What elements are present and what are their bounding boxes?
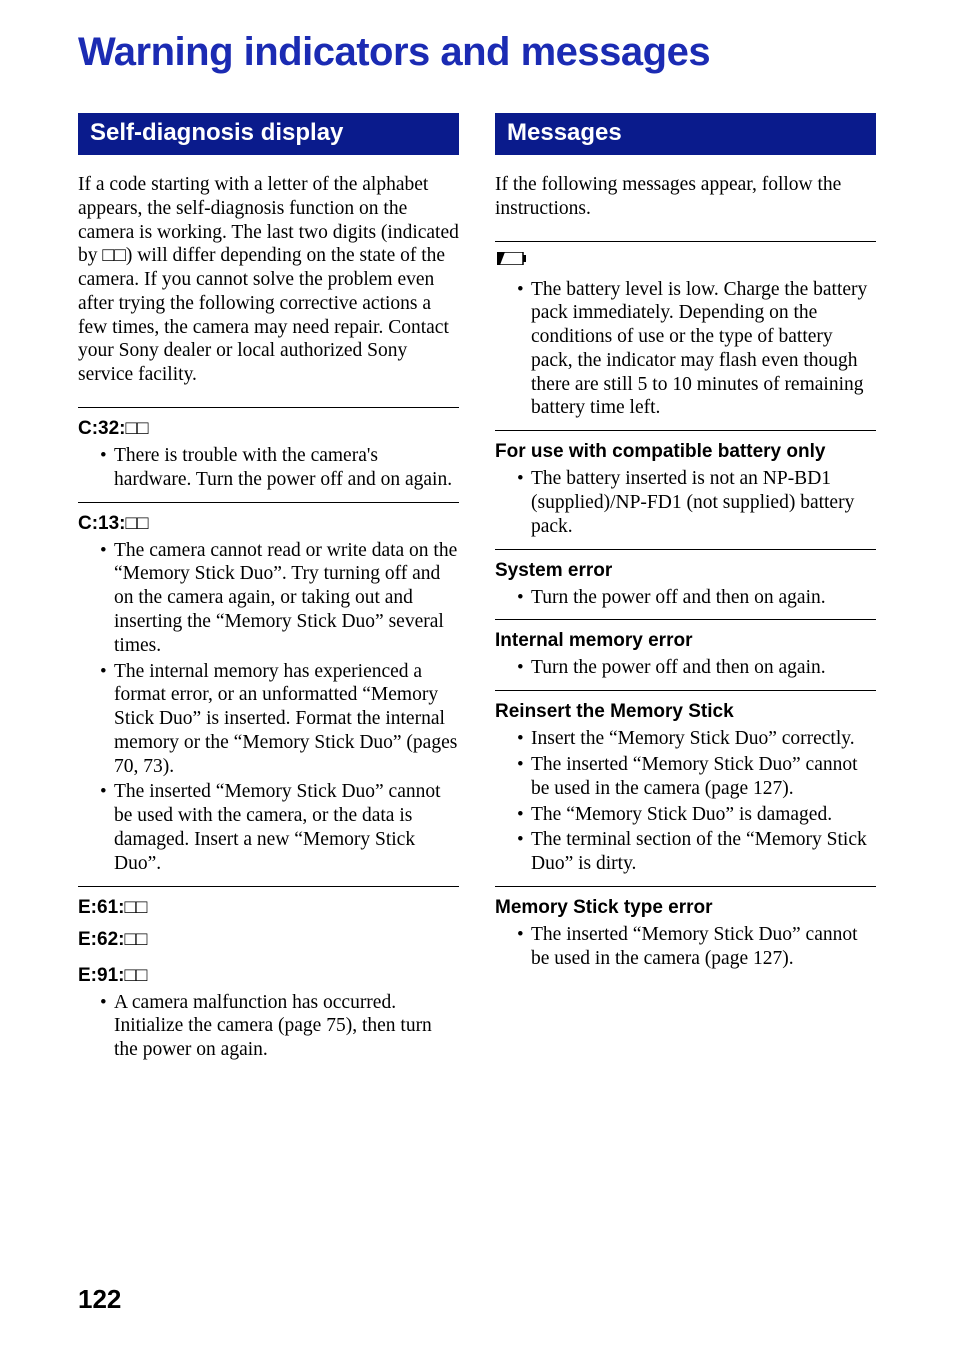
message-heading: For use with compatible battery only [495, 441, 876, 463]
section-header-self-diagnosis: Self-diagnosis display [78, 113, 459, 155]
page-number: 122 [78, 1284, 121, 1315]
code-items: There is trouble with the camera's hardw… [78, 444, 459, 492]
message-heading: System error [495, 560, 876, 582]
message-items: Turn the power off and then on again. [495, 656, 876, 680]
message-group-reinsert: Reinsert the Memory Stick Insert the “Me… [495, 690, 876, 876]
message-items: The battery level is low. Charge the bat… [495, 278, 876, 421]
self-diagnosis-intro: If a code starting with a letter of the … [78, 173, 459, 387]
page-title: Warning indicators and messages [78, 30, 876, 75]
code-items: The camera cannot read or write data on … [78, 539, 459, 876]
list-item: The terminal section of the “Memory Stic… [531, 828, 876, 876]
list-item: There is trouble with the camera's hardw… [114, 444, 459, 492]
message-group-compatible-battery: For use with compatible battery only The… [495, 430, 876, 538]
code-heading: E:62:□□ [78, 929, 459, 951]
list-item: Turn the power off and then on again. [531, 656, 876, 680]
list-item: The camera cannot read or write data on … [114, 539, 459, 658]
code-heading: C:32:□□ [78, 418, 459, 440]
list-item: The “Memory Stick Duo” is damaged. [531, 803, 876, 827]
code-heading: E:91:□□ [78, 965, 459, 987]
left-column: Self-diagnosis display If a code startin… [78, 113, 459, 1072]
message-items: Insert the “Memory Stick Duo” correctly.… [495, 727, 876, 876]
message-heading: Internal memory error [495, 630, 876, 652]
list-item: The battery level is low. Charge the bat… [531, 278, 876, 421]
message-items: The battery inserted is not an NP-BD1 (s… [495, 467, 876, 538]
code-group-c32: C:32:□□ There is trouble with the camera… [78, 407, 459, 492]
list-item: The inserted “Memory Stick Duo” cannot b… [531, 753, 876, 801]
messages-intro: If the following messages appear, follow… [495, 173, 876, 221]
right-column: Messages If the following messages appea… [495, 113, 876, 1072]
list-item: Turn the power off and then on again. [531, 586, 876, 610]
document-page: Warning indicators and messages Self-dia… [0, 0, 954, 1357]
list-item: Insert the “Memory Stick Duo” correctly. [531, 727, 876, 751]
message-heading: Memory Stick type error [495, 897, 876, 919]
message-group-battery: The battery level is low. Charge the bat… [495, 241, 876, 421]
message-items: Turn the power off and then on again. [495, 586, 876, 610]
code-heading: C:13:□□ [78, 513, 459, 535]
battery-low-icon [497, 252, 527, 265]
code-items: A camera malfunction has occurred. Initi… [78, 991, 459, 1062]
list-item: The inserted “Memory Stick Duo” cannot b… [114, 780, 459, 875]
list-item: The internal memory has experienced a fo… [114, 660, 459, 779]
section-header-messages: Messages [495, 113, 876, 155]
message-group-internal-memory: Internal memory error Turn the power off… [495, 619, 876, 680]
code-group-e61: E:61:□□ [78, 886, 459, 919]
message-group-type-error: Memory Stick type error The inserted “Me… [495, 886, 876, 971]
two-column-layout: Self-diagnosis display If a code startin… [78, 113, 876, 1072]
list-item: A camera malfunction has occurred. Initi… [114, 991, 459, 1062]
message-group-system-error: System error Turn the power off and then… [495, 549, 876, 610]
code-group-c13: C:13:□□ The camera cannot read or write … [78, 502, 459, 876]
list-item: The inserted “Memory Stick Duo” cannot b… [531, 923, 876, 971]
list-item: The battery inserted is not an NP-BD1 (s… [531, 467, 876, 538]
code-heading: E:61:□□ [78, 897, 459, 919]
message-heading: Reinsert the Memory Stick [495, 701, 876, 723]
message-items: The inserted “Memory Stick Duo” cannot b… [495, 923, 876, 971]
